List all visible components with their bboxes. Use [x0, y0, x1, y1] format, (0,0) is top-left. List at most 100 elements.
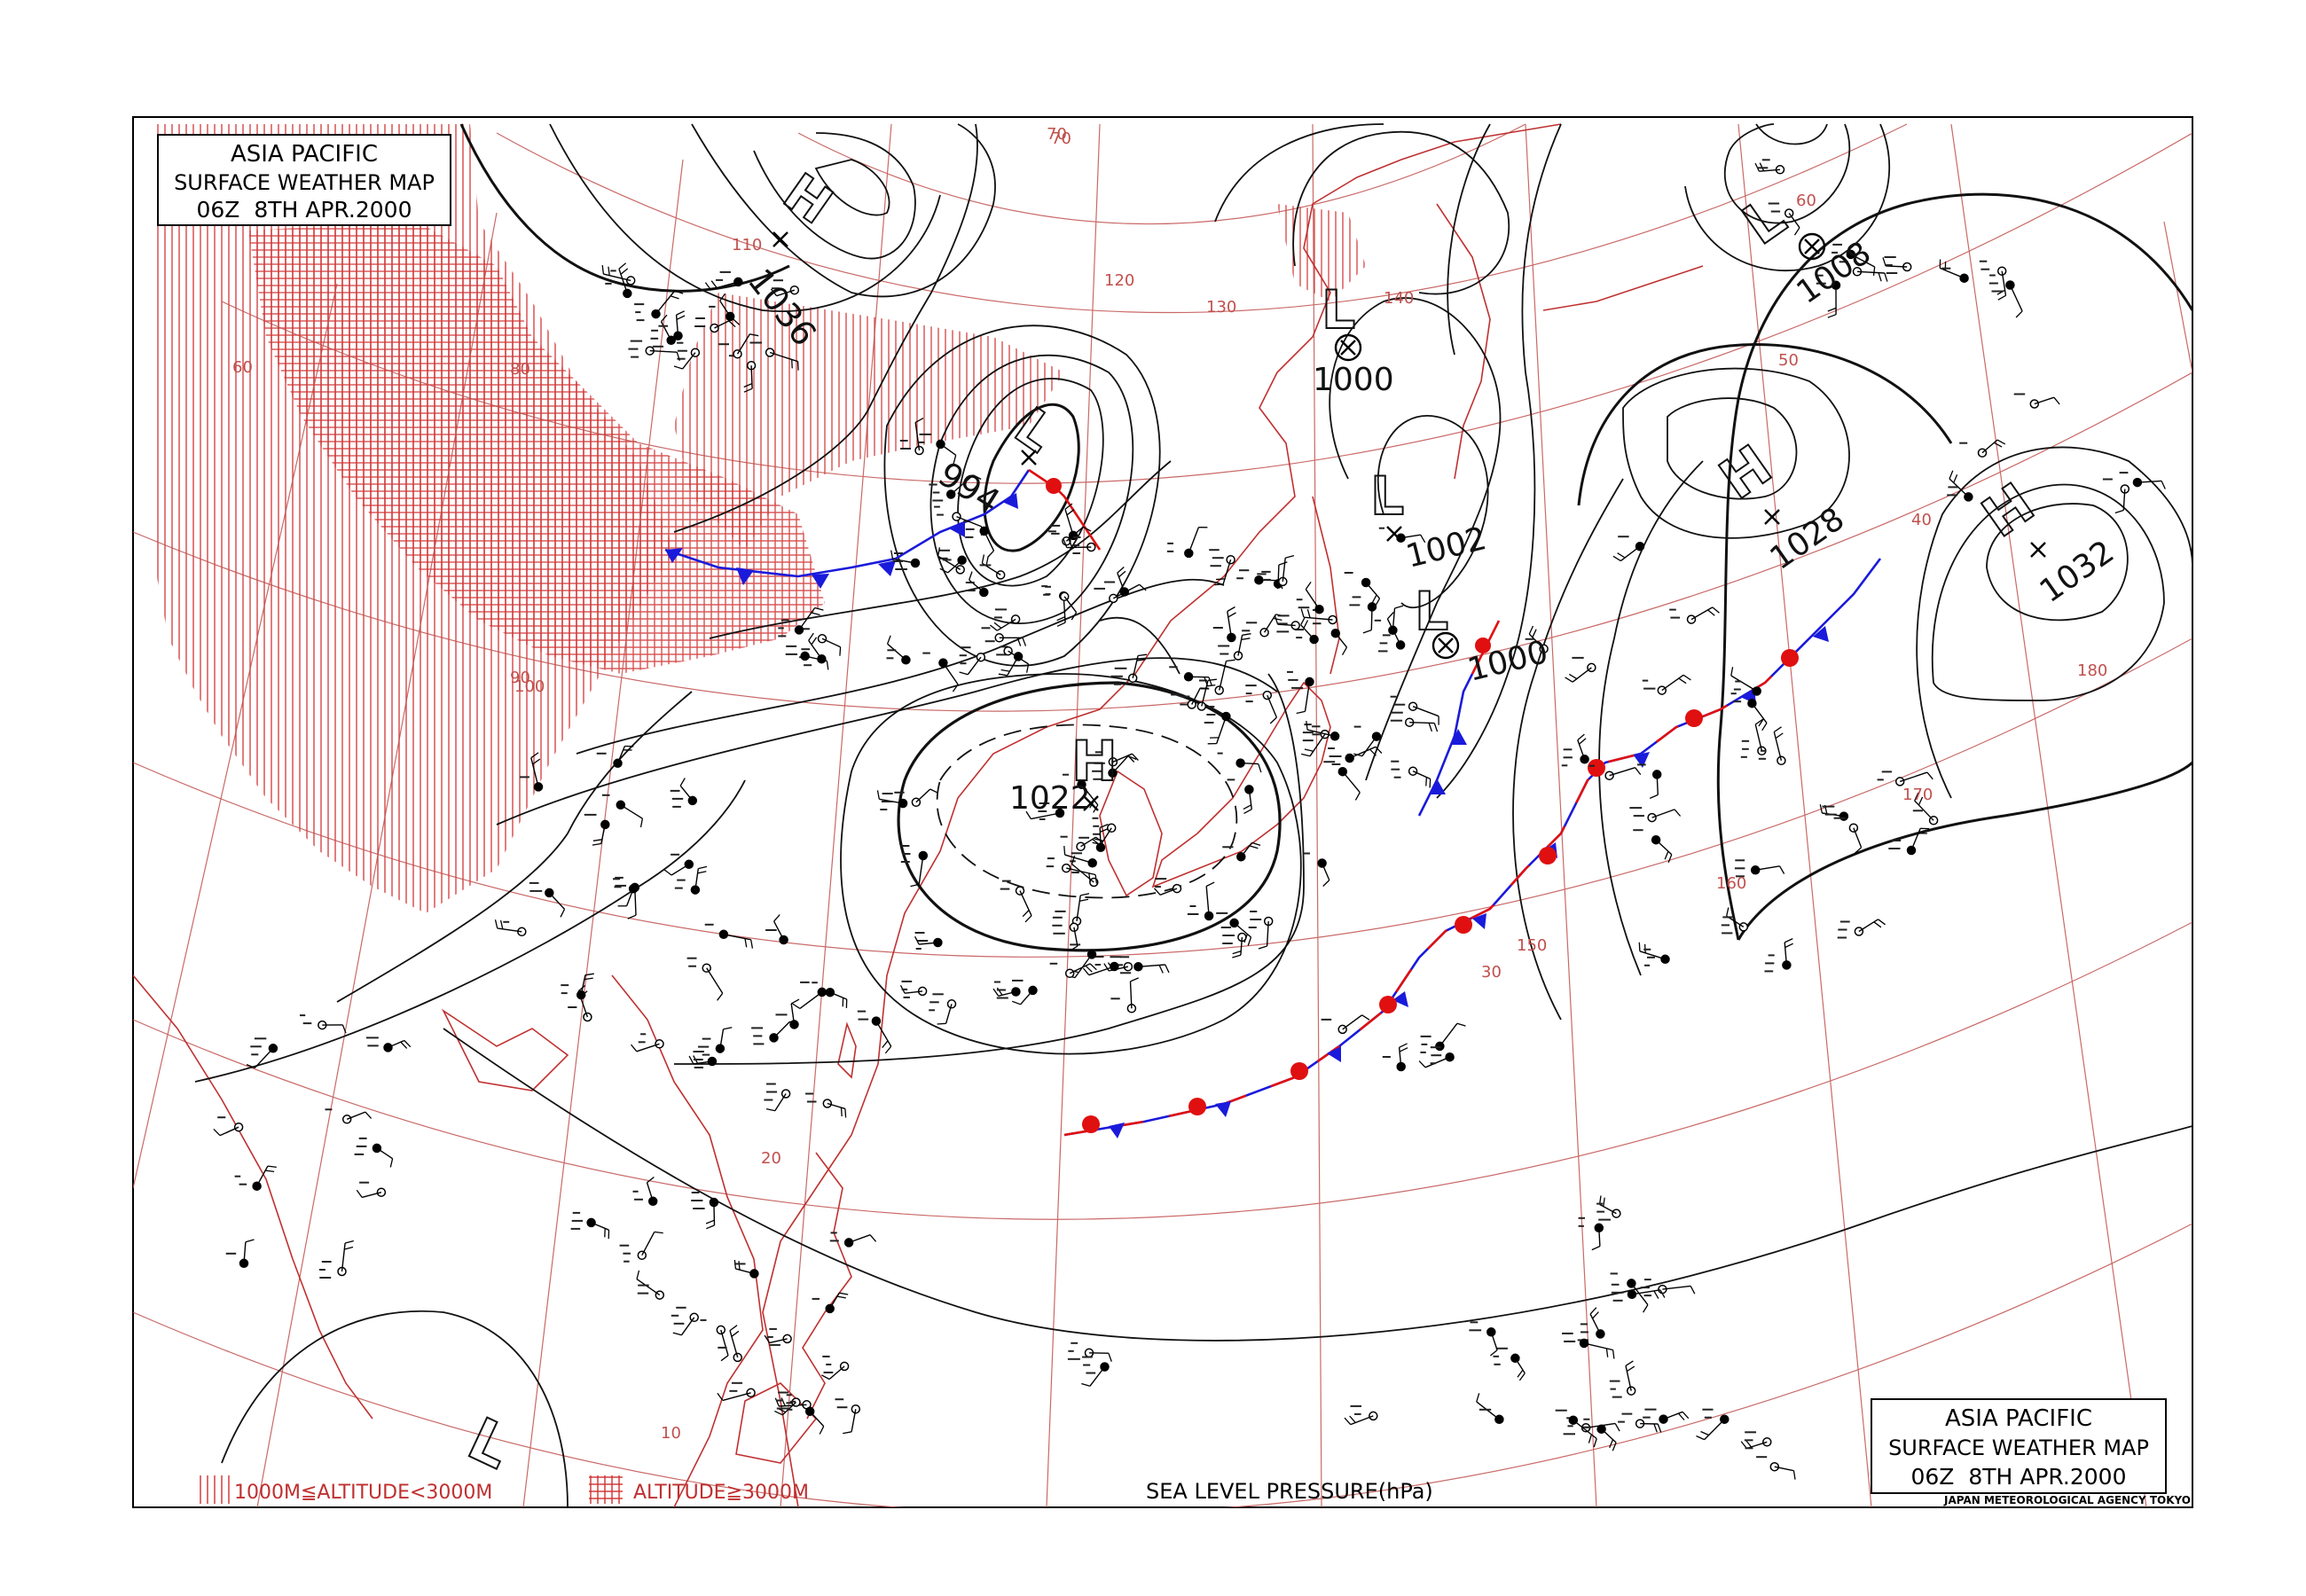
wind-barb-shaft [887, 643, 906, 661]
station-tick [764, 1099, 773, 1101]
station-plot [894, 788, 939, 808]
station-plot [979, 554, 1006, 580]
title-top-line2: SURFACE WEATHER MAP [174, 170, 435, 195]
station-plot [1721, 907, 1749, 935]
wind-barb-feather [765, 1107, 775, 1112]
station-tick [1349, 604, 1361, 606]
station-tick [686, 957, 697, 959]
wind-barb-feather [246, 1063, 255, 1069]
station-tick [826, 1363, 832, 1365]
wind-barb-shaft [1754, 724, 1763, 751]
station-tick [693, 1059, 703, 1060]
legend-mid-swatch [197, 1475, 231, 1504]
station-plot [570, 1211, 610, 1240]
station-plot [1306, 721, 1340, 741]
station-plot [929, 993, 957, 1025]
station-tick [823, 1371, 834, 1373]
station-plot [1882, 256, 1912, 274]
station-plot [1577, 1307, 1605, 1342]
station-tick [671, 1314, 679, 1317]
wind-barb-shaft [776, 289, 796, 297]
wind-barb-feather [688, 1055, 694, 1065]
wind-barb-feather [792, 1003, 801, 1009]
station-tick [1038, 810, 1047, 812]
station-plot [1116, 956, 1170, 974]
station-plot [1839, 261, 1888, 282]
wind-barb-feather [1761, 723, 1768, 732]
station-tick [1430, 1062, 1436, 1065]
station-plot [937, 547, 965, 575]
wind-barb-feather [969, 571, 973, 581]
wind-barb-shaft [1409, 722, 1435, 724]
wind-barb-feather [706, 1224, 715, 1230]
station-tick [1094, 587, 1105, 590]
wind-barb-shaft [1704, 1419, 1725, 1441]
wind-barb-feather [1532, 629, 1537, 638]
wind-barb-feather [1565, 677, 1573, 683]
station-tick [1208, 706, 1215, 708]
wind-barb-feather [1674, 809, 1682, 817]
wind-barb-shaft [1282, 558, 1286, 582]
station-tick [1222, 935, 1235, 936]
station-plot [1110, 653, 1148, 685]
station-tick [1735, 859, 1745, 862]
wind-barb-feather [914, 418, 924, 423]
station-tick [1220, 927, 1232, 928]
wind-barb-shaft [720, 1329, 729, 1356]
wind-barb-feather [1362, 629, 1372, 634]
station-tick [917, 940, 929, 942]
station-tick [1563, 1433, 1575, 1436]
station-tick [1047, 857, 1055, 860]
station-tick [965, 528, 975, 530]
wind-barb-feather [1226, 659, 1235, 662]
wind-barb-feather [1667, 854, 1673, 864]
wind-barb-shaft [1910, 828, 1921, 851]
wind-barb-shaft [1601, 1428, 1617, 1443]
station-tick [1733, 700, 1742, 703]
wind-barb-feather [910, 883, 920, 888]
front-symbols [665, 478, 1829, 1138]
station-tick [358, 1137, 367, 1139]
wind-barb-feather [731, 1330, 740, 1337]
station-plot [733, 1259, 759, 1279]
station-plot [1344, 572, 1381, 607]
station-tick [1321, 1018, 1332, 1021]
wind-barb-feather [1773, 726, 1782, 733]
terrain-high-altitude-tibet [248, 222, 825, 674]
station-tick [765, 929, 777, 931]
station-tick [835, 1398, 844, 1401]
wind-barb-feather [1011, 1000, 1021, 1005]
station-tick [1078, 836, 1090, 839]
station-plot [596, 745, 634, 769]
warm-front-semicircle [1588, 759, 1605, 777]
station-plot [989, 608, 1021, 631]
station-tick [1765, 962, 1775, 965]
station-tick [1469, 1329, 1482, 1332]
station-tick [1000, 645, 1008, 648]
isobar-line [957, 378, 1104, 587]
station-plot [774, 1391, 801, 1416]
wind-barb-shaft [940, 443, 957, 456]
station-tick [1217, 752, 1223, 755]
wind-barb-feather [1394, 605, 1404, 609]
wind-barb-feather [1456, 1022, 1466, 1027]
warm-front-semicircle [1781, 649, 1799, 667]
station-tick [1756, 1456, 1768, 1459]
station-tick [359, 1181, 370, 1184]
station-plot [812, 1292, 849, 1314]
wind-barb-shaft [1392, 607, 1396, 630]
wind-barb-feather [839, 646, 842, 656]
meridian-line [1950, 123, 2147, 1507]
wind-barb-feather [1577, 733, 1585, 741]
wind-barb-feather [987, 550, 994, 558]
wind-barb-feather [1428, 723, 1433, 732]
station-plot [658, 310, 686, 340]
wind-barb-shaft [1112, 753, 1133, 763]
title-top-line3: 06Z 8TH APR.2000 [197, 197, 412, 223]
wind-barb-shaft [1234, 922, 1251, 938]
station-tick [1277, 614, 1290, 617]
station-tick [1298, 606, 1310, 609]
station-tick [325, 1108, 333, 1111]
station-tick [601, 794, 610, 796]
wind-barb-feather [1612, 1442, 1617, 1451]
